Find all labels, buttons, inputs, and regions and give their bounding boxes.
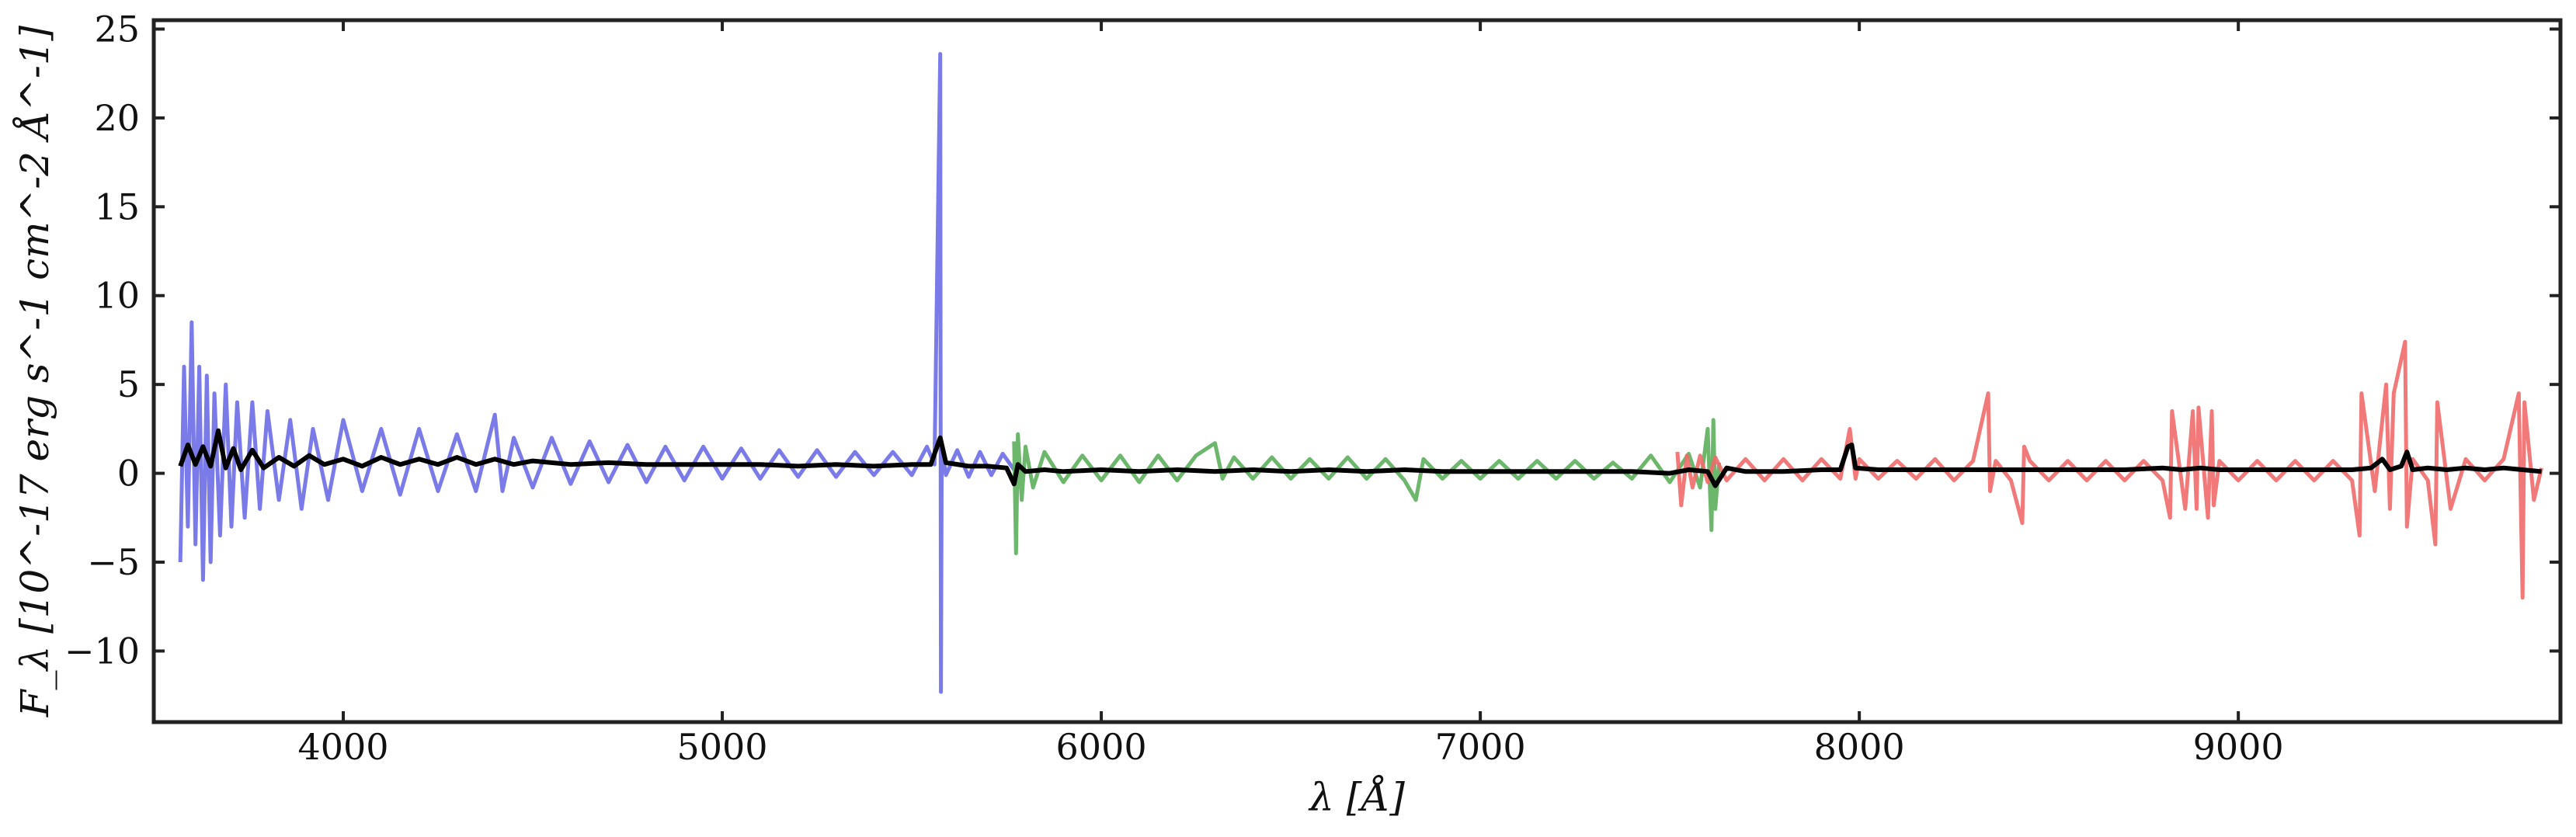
x-tick-label: 7000 [1435,726,1526,768]
y-tick-label: −5 [87,541,140,583]
y-axis-label: F_λ [10^-17 erg s^-1 cm^-2 Å^-1] [12,25,57,717]
plot-frame [151,18,2563,724]
y-tick-label: 0 [117,453,140,495]
y-axis-ticks: −10 −5 0 5 10 15 20 25 [64,8,2560,672]
y-tick-label: 25 [94,8,140,50]
x-tick-label: 9000 [2193,726,2284,768]
series-line-4 [178,428,2542,488]
y-tick-label: −10 [64,630,140,672]
series-line-2 [1012,418,1722,556]
y-tick-label: 5 [117,363,140,405]
y-tick-label: 20 [94,97,140,139]
x-tick-label: 8000 [1814,726,1905,768]
y-tick-label: 10 [94,275,140,317]
series-line-3 [1675,339,2544,600]
x-axis-label: λ [Å] [1308,774,1405,820]
x-tick-label: 6000 [1056,726,1147,768]
x-axis-ticks: 4000 5000 6000 7000 8000 9000 [297,20,2284,768]
series-layer [178,52,2544,694]
x-tick-label: 5000 [677,726,768,768]
y-tick-label: 15 [94,186,140,227]
x-tick-label: 4000 [297,726,388,768]
series-line-1 [178,52,1016,694]
